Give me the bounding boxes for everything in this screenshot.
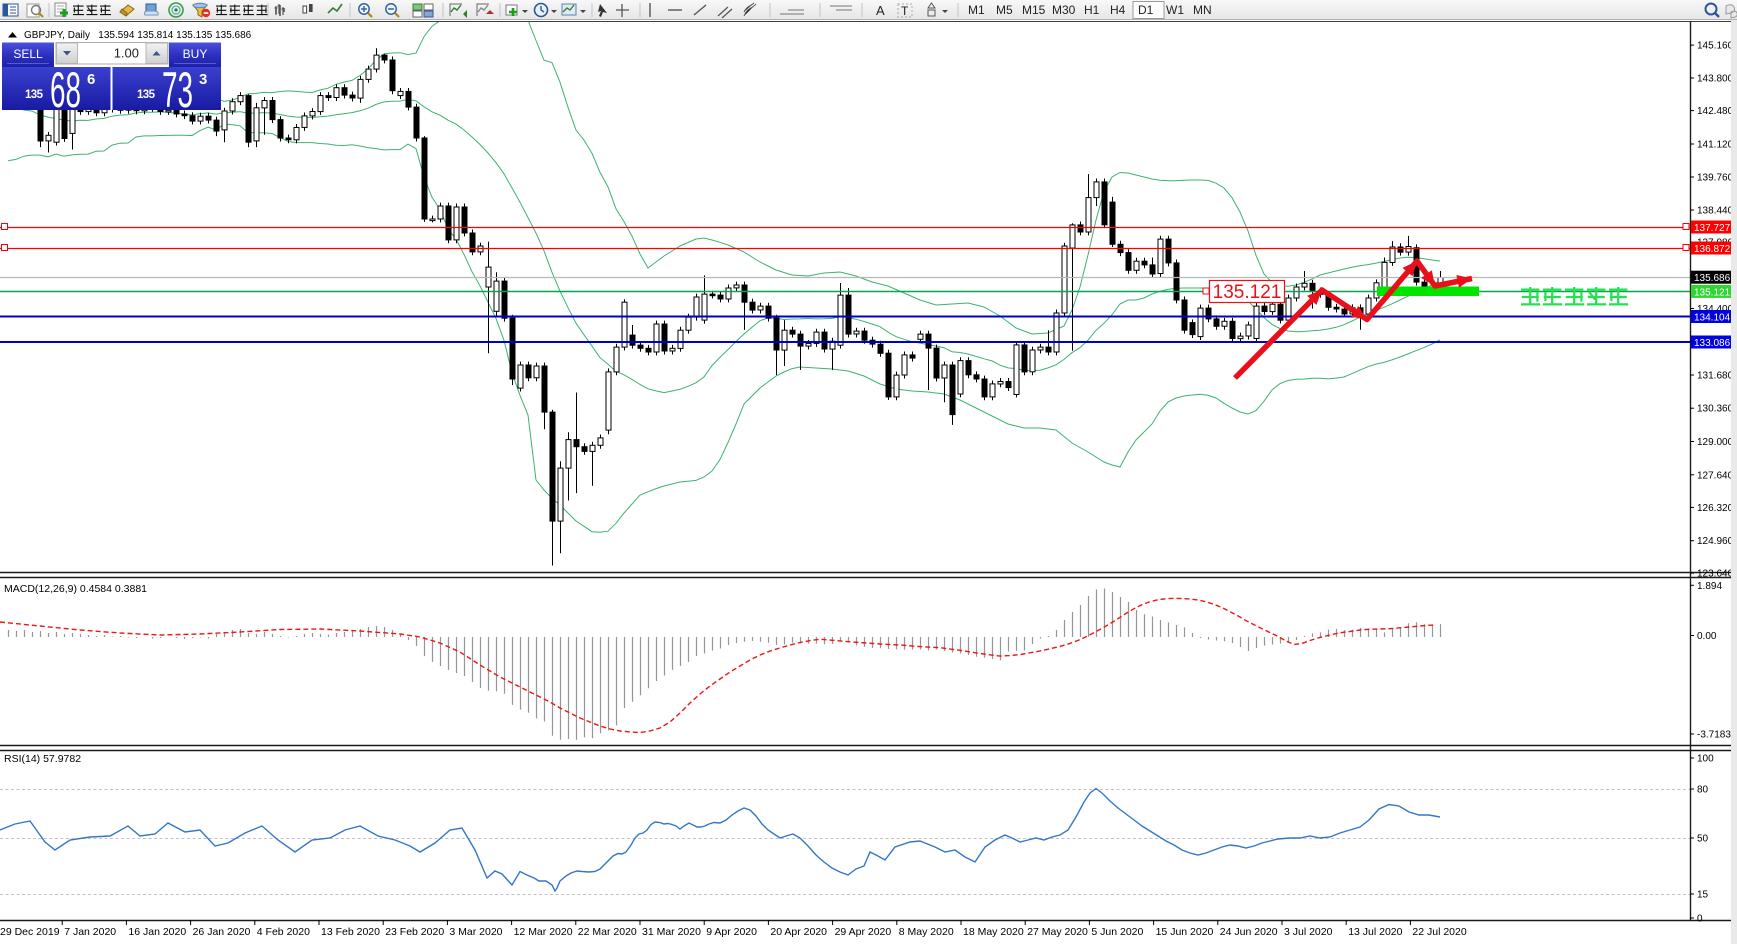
svg-text:GBPJPY, Daily 135.594 135.81: GBPJPY, Daily 135.594 135.814 135.135 13… [24, 30, 252, 41]
svg-text:M5: M5 [996, 3, 1013, 17]
svg-text:23 Feb 2020: 23 Feb 2020 [385, 926, 444, 938]
svg-text:A: A [876, 3, 885, 18]
svg-text:29 Dec 2019: 29 Dec 2019 [0, 926, 60, 938]
svg-text:141.120: 141.120 [1697, 140, 1734, 151]
svg-text:131.680: 131.680 [1697, 371, 1734, 382]
svg-text:SELL: SELL [13, 47, 43, 61]
svg-text:0.00: 0.00 [1697, 631, 1717, 642]
svg-text:M30: M30 [1052, 3, 1076, 17]
svg-text:100: 100 [1697, 754, 1714, 765]
svg-text:138.440: 138.440 [1697, 206, 1734, 217]
svg-text:8 May 2020: 8 May 2020 [899, 926, 954, 938]
svg-text:31 Mar 2020: 31 Mar 2020 [642, 926, 701, 938]
svg-text:26 Jan 2020: 26 Jan 2020 [193, 926, 251, 938]
svg-text:50: 50 [1697, 834, 1709, 845]
svg-text:BUY: BUY [183, 47, 208, 61]
svg-text:9 Apr 2020: 9 Apr 2020 [706, 926, 757, 938]
svg-text:7 Jan 2020: 7 Jan 2020 [64, 926, 116, 938]
svg-text:145.160: 145.160 [1697, 41, 1734, 52]
svg-text:-3.7183: -3.7183 [1697, 730, 1731, 741]
svg-text:M15: M15 [1022, 3, 1046, 17]
svg-text:135.121: 135.121 [1213, 282, 1282, 303]
svg-text:3 Jul 2020: 3 Jul 2020 [1284, 926, 1333, 938]
svg-text:137.727: 137.727 [1694, 223, 1731, 234]
svg-text:68: 68 [50, 62, 81, 118]
svg-text:134.400: 134.400 [1697, 304, 1734, 315]
svg-text:80: 80 [1697, 785, 1709, 796]
svg-text:MACD(12,26,9) 0.4584 0.3881: MACD(12,26,9) 0.4584 0.3881 [4, 583, 147, 595]
svg-text:139.760: 139.760 [1697, 173, 1734, 184]
svg-text:126.320: 126.320 [1697, 503, 1734, 514]
svg-text:27 May 2020: 27 May 2020 [1027, 926, 1088, 938]
svg-text:1.00: 1.00 [114, 46, 139, 61]
svg-text:133.086: 133.086 [1694, 338, 1731, 349]
svg-text:RSI(14) 57.9782: RSI(14) 57.9782 [4, 753, 81, 765]
svg-text:6: 6 [87, 71, 95, 88]
svg-text:3: 3 [199, 71, 207, 88]
svg-text:18 May 2020: 18 May 2020 [963, 926, 1024, 938]
svg-text:143.800: 143.800 [1697, 74, 1734, 85]
svg-text:T: T [901, 4, 909, 18]
svg-text:22 Jul 2020: 22 Jul 2020 [1412, 926, 1466, 938]
svg-text:123.640: 123.640 [1697, 569, 1734, 580]
svg-text:D1: D1 [1138, 3, 1154, 17]
svg-text:134.104: 134.104 [1694, 313, 1731, 324]
svg-text:1.894: 1.894 [1697, 581, 1722, 592]
svg-text:129.000: 129.000 [1697, 437, 1734, 448]
svg-text:136.872: 136.872 [1694, 244, 1731, 255]
svg-text:135.121: 135.121 [1694, 287, 1731, 298]
svg-text:73: 73 [162, 62, 193, 118]
svg-text:15 Jun 2020: 15 Jun 2020 [1156, 926, 1214, 938]
svg-text:24 Jun 2020: 24 Jun 2020 [1220, 926, 1278, 938]
svg-text:135: 135 [137, 89, 156, 101]
svg-text:13 Jul 2020: 13 Jul 2020 [1348, 926, 1402, 938]
svg-text:MN: MN [1193, 3, 1212, 17]
svg-text:H4: H4 [1110, 3, 1126, 17]
svg-text:13 Feb 2020: 13 Feb 2020 [321, 926, 380, 938]
svg-text:16 Jan 2020: 16 Jan 2020 [128, 926, 186, 938]
svg-text:142.480: 142.480 [1697, 106, 1734, 117]
svg-text:22 Mar 2020: 22 Mar 2020 [578, 926, 637, 938]
svg-text:H1: H1 [1084, 3, 1100, 17]
svg-text:12 Mar 2020: 12 Mar 2020 [514, 926, 573, 938]
svg-text:127.640: 127.640 [1697, 470, 1734, 481]
svg-text:4 Feb 2020: 4 Feb 2020 [257, 926, 310, 938]
svg-text:M1: M1 [968, 3, 985, 17]
svg-text:15: 15 [1697, 890, 1709, 901]
svg-text:W1: W1 [1166, 3, 1184, 17]
svg-text:124.960: 124.960 [1697, 536, 1734, 547]
svg-text:5 Jun 2020: 5 Jun 2020 [1091, 926, 1143, 938]
svg-text:20 Apr 2020: 20 Apr 2020 [770, 926, 827, 938]
svg-text:130.360: 130.360 [1697, 404, 1734, 415]
svg-text:0: 0 [1697, 914, 1703, 925]
svg-text:135.686: 135.686 [1694, 273, 1731, 284]
svg-text:135: 135 [25, 89, 44, 101]
svg-text:3 Mar 2020: 3 Mar 2020 [449, 926, 502, 938]
svg-text:29 Apr 2020: 29 Apr 2020 [835, 926, 892, 938]
